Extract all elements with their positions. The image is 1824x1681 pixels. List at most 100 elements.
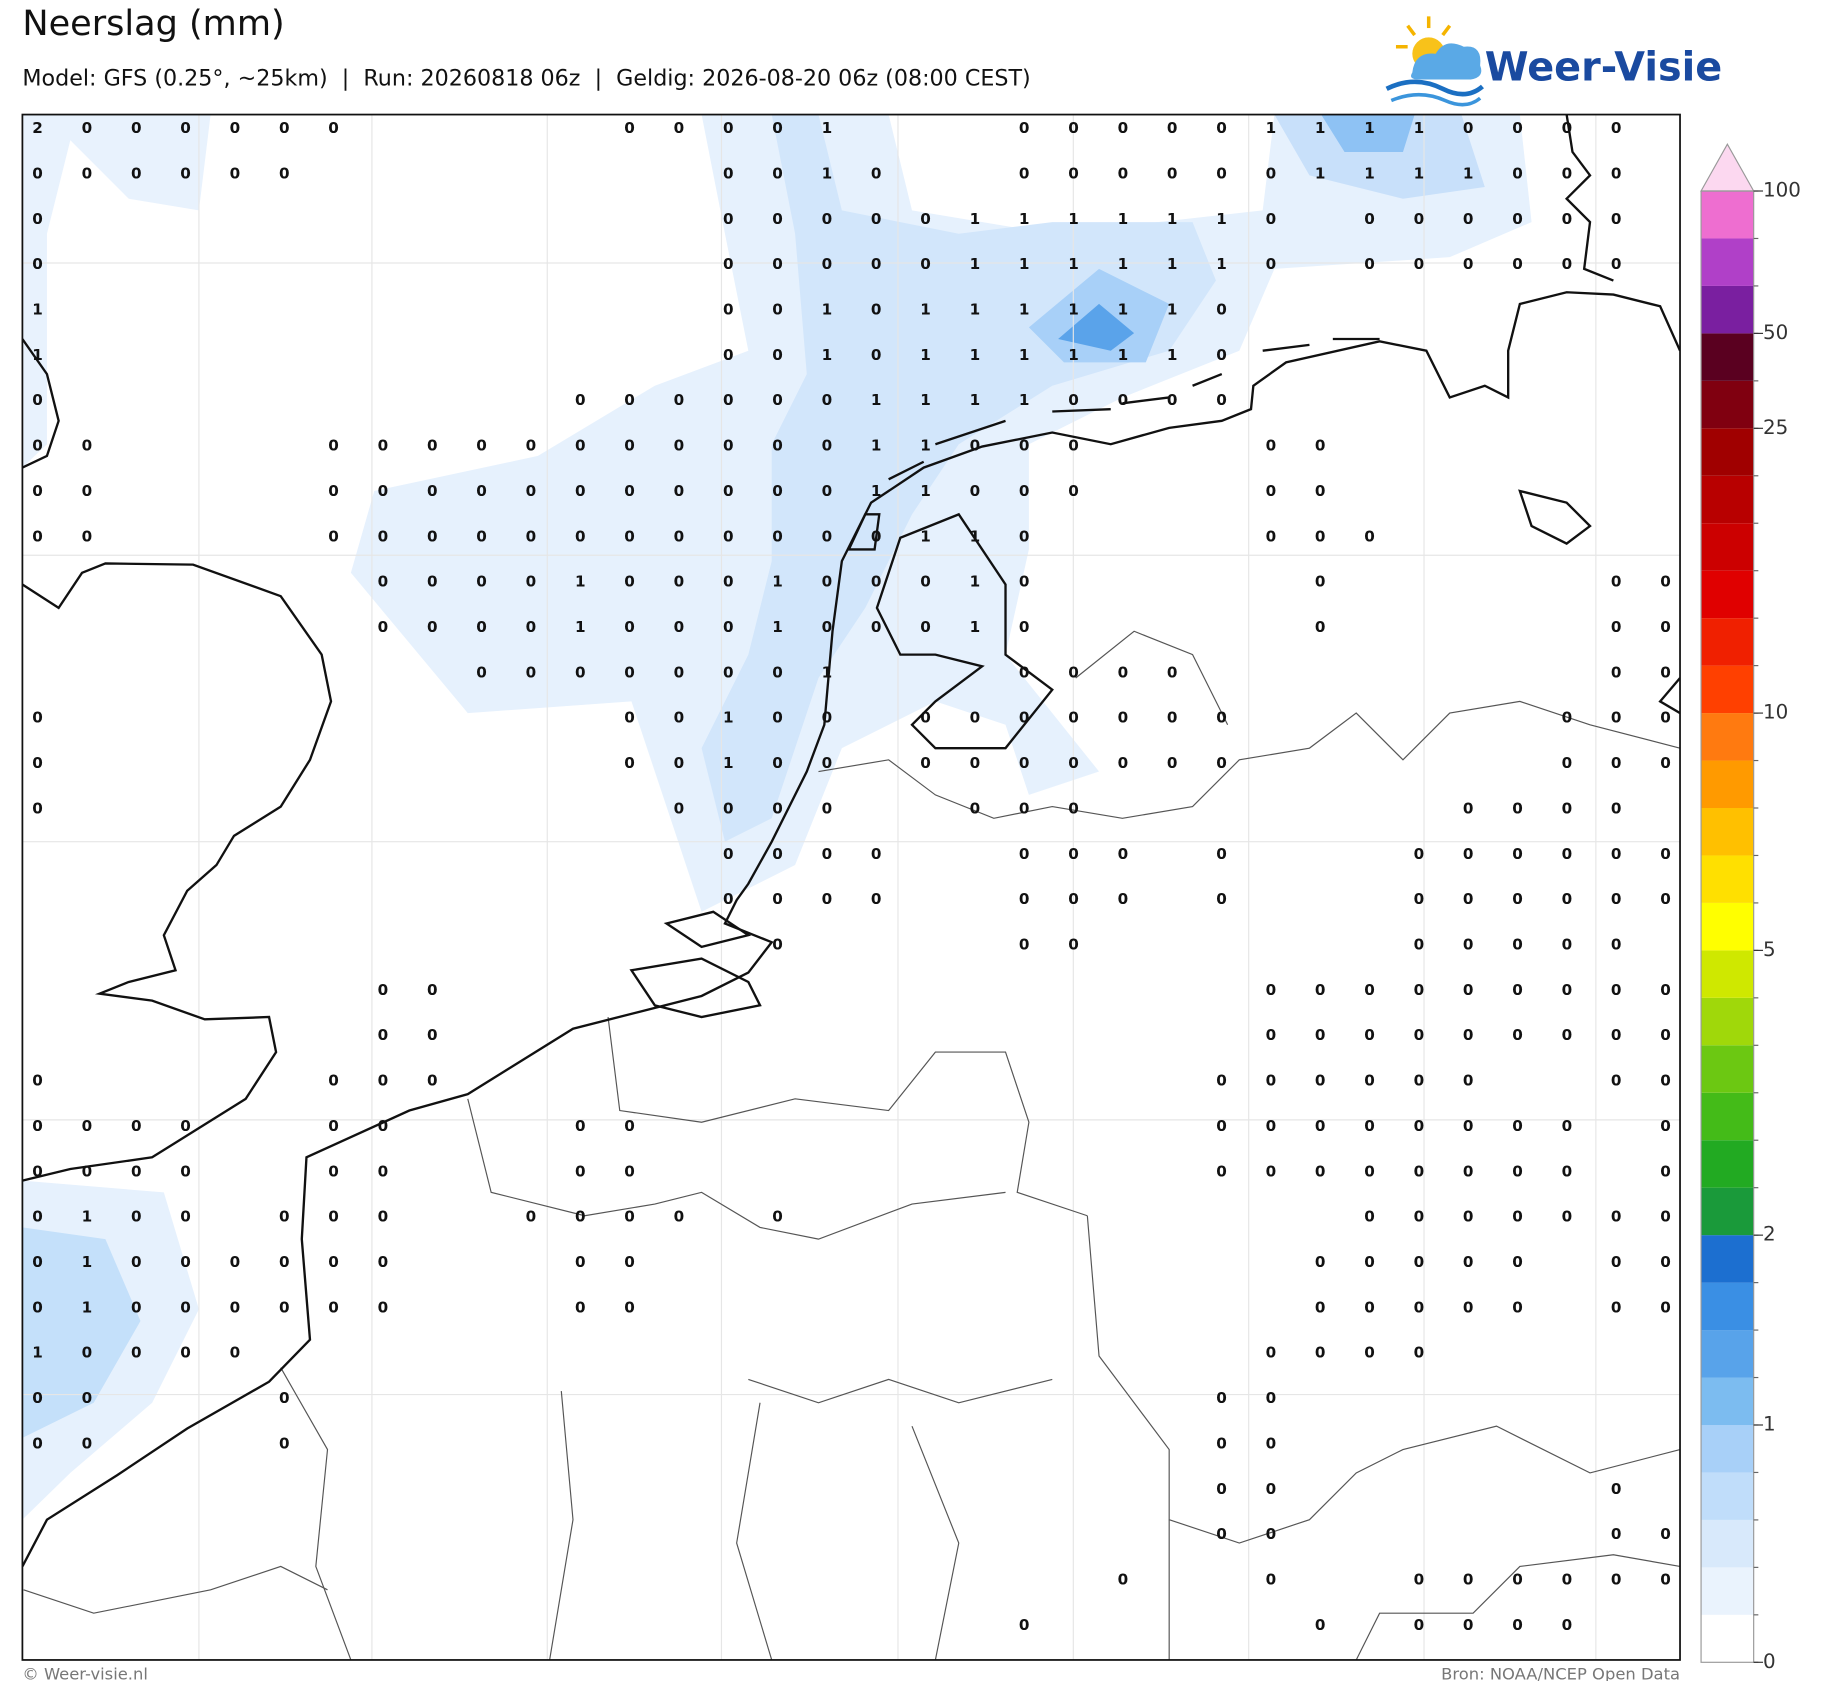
value-label: 0 — [1019, 618, 1030, 636]
value-label: 0 — [1266, 164, 1277, 182]
value-label: 0 — [1463, 890, 1474, 908]
value-label: 1 — [32, 1344, 43, 1362]
value-label: 0 — [427, 573, 438, 591]
value-label: 1 — [575, 618, 586, 636]
colorbar-segment — [1701, 523, 1754, 571]
value-label: 1 — [970, 255, 981, 273]
value-label: 0 — [575, 663, 586, 681]
value-label: 1 — [871, 482, 882, 500]
value-label: 0 — [1216, 709, 1227, 727]
value-label: 0 — [1660, 618, 1671, 636]
value-label: 0 — [723, 573, 734, 591]
value-label: 0 — [1562, 709, 1573, 727]
value-label: 0 — [1660, 1253, 1671, 1271]
value-label: 1 — [970, 573, 981, 591]
value-label: 0 — [1216, 164, 1227, 182]
value-label: 0 — [1512, 845, 1523, 863]
value-label: 0 — [1364, 1072, 1375, 1090]
value-label: 0 — [822, 527, 833, 545]
value-label: 0 — [1118, 119, 1129, 137]
value-label: 0 — [1611, 1026, 1622, 1044]
value-label: 1 — [1068, 255, 1079, 273]
value-label: 0 — [1660, 1026, 1671, 1044]
value-label: 0 — [1068, 709, 1079, 727]
value-label: 0 — [1660, 845, 1671, 863]
value-label: 0 — [772, 936, 783, 954]
value-label: 0 — [1019, 799, 1030, 817]
value-label: 0 — [1660, 573, 1671, 591]
value-label: 0 — [1611, 754, 1622, 772]
value-label: 0 — [1019, 663, 1030, 681]
value-label: 0 — [1266, 1434, 1277, 1452]
value-label: 0 — [378, 573, 389, 591]
value-label: 1 — [82, 1253, 93, 1271]
value-label: 0 — [674, 754, 685, 772]
value-label: 0 — [575, 1162, 586, 1180]
value-label: 0 — [526, 1208, 537, 1226]
value-label: 0 — [82, 1117, 93, 1135]
value-label: 0 — [871, 164, 882, 182]
value-label: 0 — [1611, 1253, 1622, 1271]
value-label: 0 — [1562, 754, 1573, 772]
value-label: 0 — [822, 754, 833, 772]
value-label: 0 — [1611, 981, 1622, 999]
value-label: 0 — [1118, 845, 1129, 863]
value-label: 0 — [1068, 845, 1079, 863]
value-label: 1 — [723, 709, 734, 727]
value-label: 0 — [1216, 391, 1227, 409]
value-label: 0 — [1463, 1072, 1474, 1090]
value-label: 0 — [32, 527, 43, 545]
value-label: 0 — [1019, 164, 1030, 182]
colorbar-segment — [1701, 1377, 1754, 1425]
value-label: 0 — [1463, 1026, 1474, 1044]
value-label: 0 — [1512, 1616, 1523, 1634]
colorbar-segment — [1701, 713, 1754, 761]
value-label: 0 — [970, 754, 981, 772]
colorbar-segment — [1701, 808, 1754, 856]
value-label: 0 — [1167, 119, 1178, 137]
value-label: 0 — [1068, 754, 1079, 772]
value-label: 0 — [230, 1344, 241, 1362]
colorbar-tick-label: 1 — [1763, 1412, 1776, 1435]
value-label: 0 — [772, 845, 783, 863]
value-label: 1 — [970, 210, 981, 228]
value-label: 0 — [378, 1298, 389, 1316]
value-label: 0 — [1463, 1162, 1474, 1180]
value-label: 0 — [1562, 1026, 1573, 1044]
value-label: 0 — [1266, 1026, 1277, 1044]
value-label: 0 — [723, 391, 734, 409]
value-label: 0 — [1512, 1298, 1523, 1316]
value-label: 0 — [1512, 890, 1523, 908]
value-label: 0 — [32, 1253, 43, 1271]
value-label: 0 — [1512, 981, 1523, 999]
value-label: 0 — [131, 164, 142, 182]
value-label: 0 — [1414, 210, 1425, 228]
value-label: 0 — [1118, 164, 1129, 182]
value-label: 0 — [1414, 1344, 1425, 1362]
value-label: 0 — [772, 437, 783, 455]
value-label: 0 — [871, 255, 882, 273]
value-label: 0 — [871, 618, 882, 636]
value-label: 0 — [82, 1344, 93, 1362]
value-label: 0 — [1463, 1298, 1474, 1316]
value-label: 0 — [427, 618, 438, 636]
colorbar-segment — [1701, 902, 1754, 951]
value-label: 0 — [180, 1298, 191, 1316]
colorbar-segment — [1701, 1472, 1754, 1520]
subtitle: Model: GFS (0.25°, ~25km) | Run: 2026081… — [22, 65, 1030, 91]
value-label: 0 — [1167, 663, 1178, 681]
value-label: 1 — [1216, 255, 1227, 273]
value-label: 0 — [1660, 1072, 1671, 1090]
value-label: 0 — [32, 482, 43, 500]
colorbar-segment — [1701, 1045, 1754, 1093]
value-label: 0 — [1660, 1298, 1671, 1316]
value-label: 0 — [575, 482, 586, 500]
value-label: 0 — [772, 210, 783, 228]
value-label: 0 — [82, 482, 93, 500]
value-label: 0 — [1167, 709, 1178, 727]
value-label: 0 — [674, 709, 685, 727]
value-label: 1 — [871, 437, 882, 455]
value-label: 0 — [1463, 1616, 1474, 1634]
value-label: 0 — [575, 1298, 586, 1316]
value-label: 0 — [772, 301, 783, 319]
